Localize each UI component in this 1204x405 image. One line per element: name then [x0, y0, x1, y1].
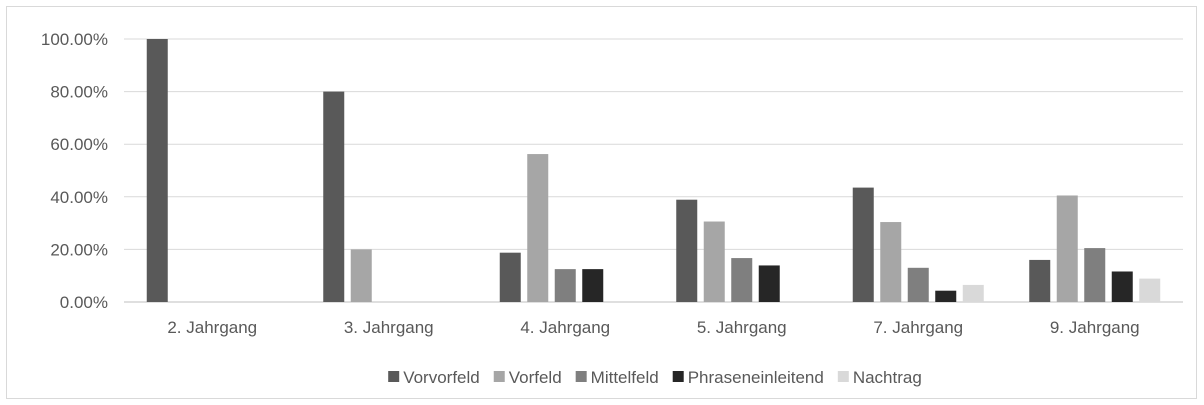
bar-vorvorfeld-2 — [323, 91, 345, 302]
legend: Vorvorfeld Vorfeld Mittelfeld Phraseneinlei… — [388, 368, 922, 387]
bar-phraseneinleitend-4 — [758, 265, 780, 302]
x-tick-label: 3. Jahrgang — [344, 318, 434, 337]
bar-mittelfeld-3 — [554, 269, 576, 302]
grid-lines — [124, 38, 1183, 303]
legend-swatch-mittelfeld — [575, 371, 587, 382]
y-tick-label: 80.00% — [50, 83, 108, 102]
y-tick-label: 100.00% — [41, 30, 108, 49]
y-tick-label: 20.00% — [50, 240, 108, 259]
bar-vorfeld-2 — [350, 249, 372, 302]
bar-mittelfeld-6 — [1084, 248, 1106, 302]
bar-vorvorfeld-3 — [499, 252, 521, 302]
legend-swatch-nachtrag — [837, 371, 849, 382]
x-axis-ticks: 2. Jahrgang 3. Jahrgang 4. Jahrgang 5. Jahr… — [167, 318, 1139, 337]
bar-vorvorfeld-1 — [146, 39, 168, 302]
bar-vorvorfeld-5 — [852, 187, 874, 302]
bar-phraseneinleitend-3 — [582, 269, 604, 302]
x-tick-label: 4. Jahrgang — [520, 318, 610, 337]
legend-label-vorfeld: Vorfeld — [509, 368, 562, 387]
y-tick-label: 40.00% — [50, 188, 108, 207]
bar-mittelfeld-5 — [907, 267, 929, 302]
bar-mittelfeld-4 — [731, 258, 753, 302]
y-tick-label: 0.00% — [60, 293, 108, 312]
bar-vorfeld-6 — [1056, 195, 1078, 302]
bar-vorvorfeld-6 — [1029, 259, 1051, 302]
bar-vorfeld-3 — [527, 154, 549, 302]
bar-nachtrag-6 — [1139, 278, 1161, 302]
legend-swatch-phraseneinleitend — [672, 371, 684, 382]
y-tick-label: 60.00% — [50, 135, 108, 154]
legend-swatch-vorfeld — [493, 371, 505, 382]
x-tick-label: 9. Jahrgang — [1050, 318, 1140, 337]
x-tick-label: 2. Jahrgang — [167, 318, 257, 337]
bar-vorfeld-5 — [880, 222, 902, 302]
legend-label-mittelfeld: Mittelfeld — [591, 368, 659, 387]
y-axis-ticks: 0.00% 20.00% 40.00% 60.00% 80.00% 100.00% — [41, 30, 108, 312]
bar-vorvorfeld-4 — [676, 199, 698, 302]
bar-phraseneinleitend-5 — [935, 290, 957, 302]
legend-label-vorvorfeld: Vorvorfeld — [403, 368, 480, 387]
legend-label-nachtrag: Nachtrag — [853, 368, 922, 387]
bars — [146, 39, 1161, 302]
bar-phraseneinleitend-6 — [1111, 271, 1133, 302]
chart-frame — [6, 6, 1197, 399]
bar-vorfeld-4 — [703, 221, 725, 302]
x-tick-label: 7. Jahrgang — [873, 318, 963, 337]
legend-swatch-vorvorfeld — [388, 371, 400, 382]
x-tick-label: 5. Jahrgang — [697, 318, 787, 337]
bar-nachtrag-5 — [962, 284, 984, 302]
legend-label-phraseneinleitend: Phraseneinleitend — [688, 368, 824, 387]
